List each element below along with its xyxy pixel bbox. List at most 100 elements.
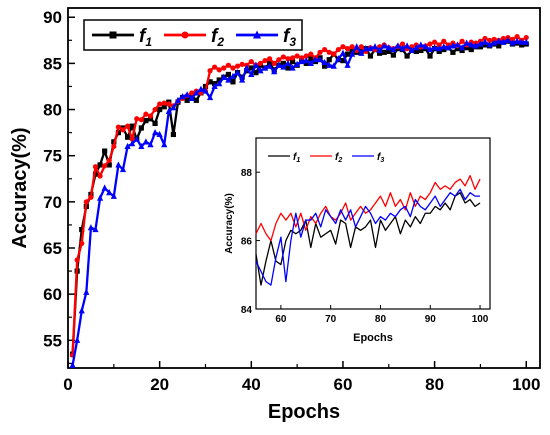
data-point-f2 bbox=[317, 49, 323, 55]
x-tick-label: 40 bbox=[242, 375, 261, 394]
data-point-f3 bbox=[179, 93, 186, 100]
data-point-f1 bbox=[367, 53, 374, 59]
x-tick-label: 60 bbox=[333, 375, 352, 394]
data-point-f2 bbox=[299, 55, 305, 61]
data-point-f3 bbox=[312, 56, 319, 63]
data-point-f1 bbox=[248, 65, 254, 71]
data-point-f3 bbox=[101, 184, 108, 191]
data-point-f3 bbox=[417, 41, 424, 48]
data-point-f3 bbox=[454, 41, 461, 48]
data-point-f2 bbox=[102, 163, 108, 169]
data-point-f3 bbox=[165, 107, 172, 114]
data-point-f3 bbox=[92, 225, 99, 233]
data-point-f1 bbox=[459, 47, 465, 54]
data-point-f2 bbox=[523, 34, 529, 41]
inset-series-line-f2 bbox=[255, 174, 481, 242]
data-point-f2 bbox=[308, 51, 314, 57]
data-point-f2 bbox=[248, 58, 254, 65]
data-point-f2 bbox=[221, 65, 227, 71]
data-point-f2 bbox=[115, 124, 122, 130]
data-point-f1 bbox=[106, 162, 112, 168]
data-point-f3 bbox=[229, 72, 237, 79]
data-point-f1 bbox=[326, 57, 332, 63]
data-point-f3 bbox=[184, 91, 191, 98]
data-point-f1 bbox=[344, 51, 351, 57]
data-point-f3 bbox=[385, 44, 392, 51]
inset-legend-label-sub: 3 bbox=[380, 157, 384, 164]
data-point-f1 bbox=[482, 42, 488, 48]
data-point-f2 bbox=[212, 64, 218, 70]
data-point-f3 bbox=[225, 76, 232, 83]
legend-marker-f3 bbox=[253, 30, 261, 39]
data-point-f1 bbox=[79, 226, 85, 233]
data-point-f2 bbox=[207, 68, 213, 74]
data-point-f3 bbox=[188, 94, 195, 102]
data-point-f2 bbox=[326, 49, 332, 55]
data-point-f3 bbox=[197, 85, 204, 92]
data-point-f3 bbox=[78, 307, 85, 314]
data-point-f2 bbox=[509, 36, 516, 42]
inset-legend-label-f3: f3 bbox=[377, 152, 384, 164]
data-point-f3 bbox=[358, 49, 365, 56]
inset-x-axis-title: Epochs bbox=[353, 332, 393, 344]
data-point-f2 bbox=[111, 143, 117, 150]
data-point-f1 bbox=[253, 70, 259, 76]
data-point-f3 bbox=[110, 192, 117, 199]
data-point-f3 bbox=[142, 138, 150, 145]
main-plot-frame bbox=[67, 7, 541, 369]
data-point-f3 bbox=[404, 42, 411, 49]
data-point-f1 bbox=[138, 125, 144, 131]
data-point-f1 bbox=[464, 45, 470, 51]
data-point-f1 bbox=[322, 63, 328, 69]
data-point-f2 bbox=[432, 39, 438, 45]
data-point-f3 bbox=[234, 69, 241, 76]
data-point-f2 bbox=[92, 164, 99, 170]
inset-legend-label-f2: f2 bbox=[335, 152, 342, 164]
data-point-f2 bbox=[166, 101, 172, 107]
legend: f1 f2 f3 bbox=[83, 19, 303, 51]
data-point-f3 bbox=[339, 49, 347, 56]
data-point-f1 bbox=[468, 46, 474, 53]
data-point-f2 bbox=[239, 61, 245, 67]
data-point-f1 bbox=[285, 65, 291, 71]
data-point-f2 bbox=[83, 199, 89, 205]
data-point-f3 bbox=[83, 288, 90, 295]
y-tick-label: 80 bbox=[43, 101, 62, 120]
data-point-f3 bbox=[431, 44, 438, 51]
data-point-f3 bbox=[271, 68, 278, 75]
data-point-f3 bbox=[426, 45, 434, 53]
data-point-f2 bbox=[134, 116, 140, 122]
x-axis-title: Epochs bbox=[268, 401, 340, 423]
data-point-f3 bbox=[243, 64, 250, 71]
legend-marker-f1 bbox=[109, 31, 117, 39]
data-point-f3 bbox=[330, 62, 337, 69]
data-point-f3 bbox=[326, 61, 333, 68]
data-point-f2 bbox=[322, 46, 328, 53]
data-point-f2 bbox=[427, 41, 433, 47]
data-point-f1 bbox=[184, 97, 190, 103]
data-point-f1 bbox=[147, 116, 154, 122]
data-point-f2 bbox=[216, 67, 222, 73]
data-point-f3 bbox=[321, 58, 328, 66]
data-point-f3 bbox=[69, 361, 76, 368]
inset-legend-label-sub: 2 bbox=[337, 157, 342, 164]
inset-legend-label-sub: 1 bbox=[296, 157, 300, 164]
data-point-f2 bbox=[97, 173, 103, 179]
data-point-f2 bbox=[335, 46, 341, 53]
main-plot: 0 20 40 60 80 100 55 60 65 70 75 80 85 90 Epochs Accura… bbox=[9, 7, 541, 423]
data-point-f2 bbox=[294, 53, 300, 59]
data-point-f2 bbox=[331, 51, 337, 57]
data-point-f3 bbox=[362, 45, 369, 52]
data-point-f3 bbox=[463, 39, 470, 46]
inset-frame bbox=[255, 137, 491, 310]
data-point-f3 bbox=[513, 37, 521, 44]
data-point-f3 bbox=[133, 135, 140, 142]
data-point-f3 bbox=[193, 89, 200, 96]
data-point-f2 bbox=[157, 101, 163, 107]
data-point-f2 bbox=[106, 157, 112, 163]
data-point-f3 bbox=[376, 46, 383, 54]
data-point-f1 bbox=[289, 58, 296, 65]
